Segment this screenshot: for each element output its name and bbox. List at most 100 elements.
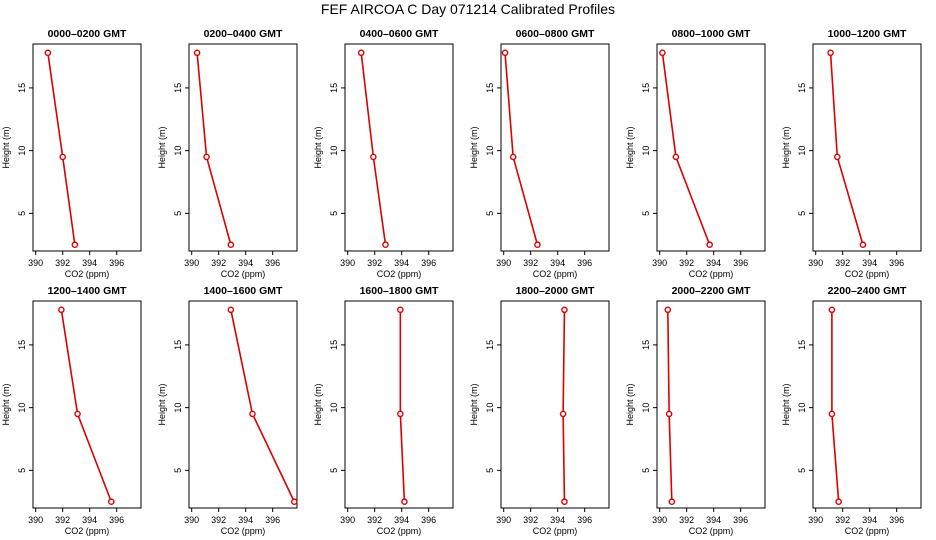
y-axis-label: Height (m) xyxy=(625,126,635,168)
x-tick-label: 390 xyxy=(808,258,823,268)
data-point xyxy=(227,241,235,249)
x-axis-label: CO2 (ppm) xyxy=(689,526,734,536)
data-point xyxy=(193,49,201,57)
y-axis-label: Height (m) xyxy=(781,383,791,425)
x-axis-label: CO2 (ppm) xyxy=(221,269,266,279)
y-tick-label: 10 xyxy=(329,403,339,413)
data-point xyxy=(665,410,673,418)
x-tick-label: 392 xyxy=(55,515,70,525)
panel-8: 1400–1600 GMT 390 392 394 396 5 10 15 CO2 (ppm) H… xyxy=(157,285,298,536)
panel-title: 1000–1200 GMT xyxy=(828,28,907,40)
plot-frame xyxy=(812,43,922,252)
x-tick-label: 390 xyxy=(496,258,511,268)
x-tick-label: 394 xyxy=(550,258,565,268)
x-axis-label: CO2 (ppm) xyxy=(845,269,890,279)
x-tick-label: 394 xyxy=(82,258,97,268)
panel-1: 0000–0200 GMT 390 392 394 396 5 10 15 CO2 (ppm) H… xyxy=(1,28,142,279)
y-tick-label: 5 xyxy=(17,468,27,473)
x-tick-label: 390 xyxy=(652,515,667,525)
x-tick-label: 392 xyxy=(523,258,538,268)
y-tick-label: 5 xyxy=(329,468,339,473)
plot-frame xyxy=(188,300,298,509)
data-point xyxy=(370,153,377,161)
profile-line xyxy=(47,52,76,245)
plot-frame xyxy=(32,43,142,252)
panel-title: 0800–1000 GMT xyxy=(672,28,751,40)
x-axis-label: CO2 (ppm) xyxy=(221,526,266,536)
x-tick-label: 394 xyxy=(394,515,409,525)
x-tick-label: 396 xyxy=(733,515,748,525)
x-tick-label: 396 xyxy=(577,515,592,525)
x-tick-label: 396 xyxy=(733,258,748,268)
x-axis-label: CO2 (ppm) xyxy=(533,269,578,279)
y-tick-label: 5 xyxy=(17,211,27,216)
x-tick-label: 390 xyxy=(652,258,667,268)
x-tick-label: 392 xyxy=(679,515,694,525)
x-axis-label: CO2 (ppm) xyxy=(845,526,890,536)
x-tick-label: 394 xyxy=(550,515,565,525)
plot-frame xyxy=(344,300,454,509)
y-tick-label: 15 xyxy=(797,340,807,350)
y-tick-label: 10 xyxy=(173,146,183,156)
x-tick-label: 394 xyxy=(862,258,877,268)
data-point xyxy=(828,410,836,418)
y-tick-label: 5 xyxy=(485,468,495,473)
data-point xyxy=(397,410,404,418)
x-tick-label: 392 xyxy=(367,258,382,268)
data-point xyxy=(382,241,389,249)
x-tick-label: 390 xyxy=(28,258,43,268)
y-tick-label: 10 xyxy=(329,146,339,156)
plot-frame xyxy=(188,43,298,252)
panel-title: 0200–0400 GMT xyxy=(204,28,283,40)
x-tick-label: 396 xyxy=(889,515,904,525)
profile-line xyxy=(831,309,840,502)
panel-7: 1200–1400 GMT 390 392 394 396 5 10 15 CO2 (ppm) H… xyxy=(1,285,142,536)
y-tick-label: 15 xyxy=(485,340,495,350)
x-axis-label: CO2 (ppm) xyxy=(65,269,110,279)
panel-title: 1800–2000 GMT xyxy=(516,285,595,297)
y-tick-label: 15 xyxy=(17,340,27,350)
x-tick-label: 390 xyxy=(340,258,355,268)
data-point xyxy=(672,153,680,161)
x-tick-label: 390 xyxy=(808,515,823,525)
profile-line xyxy=(360,52,387,245)
x-tick-label: 392 xyxy=(835,515,850,525)
data-point xyxy=(401,498,408,506)
data-point xyxy=(58,306,65,314)
x-tick-label: 396 xyxy=(577,258,592,268)
data-point xyxy=(227,306,235,314)
y-tick-label: 10 xyxy=(797,146,807,156)
panel-title: 1400–1600 GMT xyxy=(204,285,283,297)
y-tick-label: 15 xyxy=(173,83,183,93)
data-point xyxy=(859,241,867,249)
panel-title: 0400–0600 GMT xyxy=(360,28,439,40)
data-point xyxy=(501,49,509,57)
plot-frame xyxy=(656,43,766,252)
x-tick-label: 396 xyxy=(265,258,280,268)
data-point xyxy=(659,49,666,57)
profile-line xyxy=(399,309,406,502)
panel-6: 1000–1200 GMT 390 392 394 396 5 10 15 CO2 (ppm) H… xyxy=(781,28,922,279)
y-tick-label: 10 xyxy=(641,146,651,156)
data-point xyxy=(397,306,404,314)
data-point xyxy=(59,153,67,161)
panel-9: 1600–1800 GMT 390 392 394 396 5 10 15 CO2 (ppm) H… xyxy=(313,285,454,536)
profile-line xyxy=(230,309,296,503)
data-point xyxy=(561,306,568,314)
y-tick-label: 10 xyxy=(797,403,807,413)
data-point xyxy=(108,498,115,506)
y-tick-label: 5 xyxy=(173,211,183,216)
x-tick-label: 392 xyxy=(55,258,70,268)
profile-line xyxy=(60,309,113,503)
plot-frame xyxy=(500,43,610,252)
panel-4: 0600–0800 GMT 390 392 394 396 5 10 15 CO2 (ppm) H… xyxy=(469,28,610,279)
y-axis-label: Height (m) xyxy=(313,383,323,425)
panel-title: 0600–0800 GMT xyxy=(516,28,595,40)
y-tick-label: 15 xyxy=(641,83,651,93)
y-tick-label: 15 xyxy=(329,340,339,350)
y-tick-label: 10 xyxy=(17,403,27,413)
panel-title: 0000–0200 GMT xyxy=(48,28,127,40)
panel-title: 2200–2400 GMT xyxy=(828,285,907,297)
x-axis-label: CO2 (ppm) xyxy=(377,269,422,279)
x-tick-label: 396 xyxy=(889,258,904,268)
